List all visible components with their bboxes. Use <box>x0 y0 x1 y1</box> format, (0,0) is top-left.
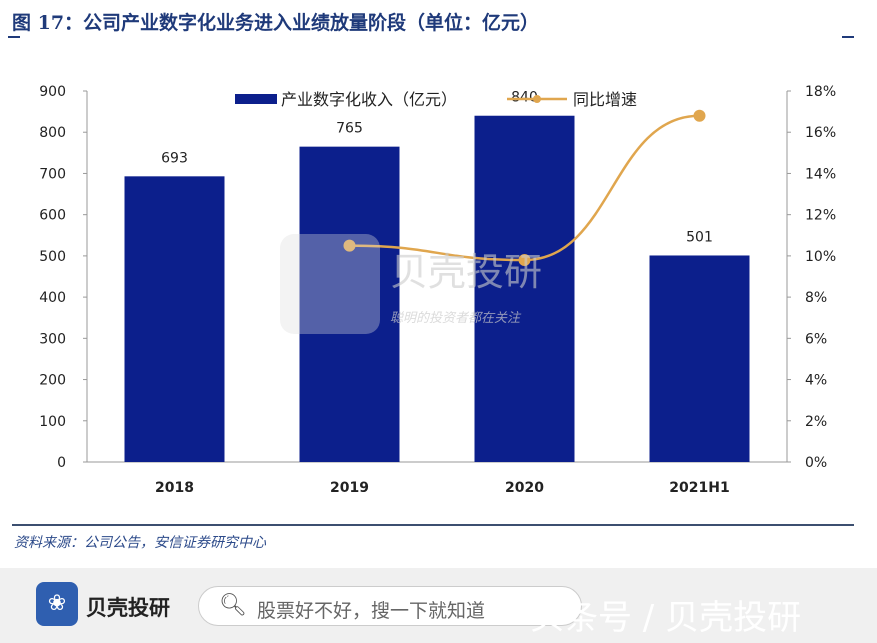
watermark-overlay: 头条号 / 贝壳投研 <box>530 598 802 638</box>
y-tick-label: 400 <box>39 290 66 306</box>
y-tick-label: 0 <box>57 455 66 471</box>
source-note: 资料来源：公司公告，安信证券研究中心 <box>14 535 266 551</box>
growth-line <box>349 114 700 262</box>
data-label: 765 <box>336 121 363 137</box>
data-label: 501 <box>686 229 713 245</box>
logo-icon[interactable]: ❀ <box>36 582 78 626</box>
data-label: 840 <box>511 90 538 106</box>
bar <box>124 176 225 462</box>
legend-swatch-point <box>533 95 541 103</box>
watermark-slogan: 聪明的投资者都在关注 <box>390 311 522 326</box>
y2-tick-label: 16% <box>805 125 836 141</box>
watermark-logo <box>280 234 380 334</box>
bar <box>474 115 575 462</box>
x-tick-label: 2021H1 <box>669 480 729 496</box>
y2-tick-label: 10% <box>805 249 836 265</box>
brand-name: 贝壳投研 <box>86 596 170 620</box>
y-tick-label: 300 <box>39 331 66 347</box>
y-tick-label: 900 <box>39 84 66 100</box>
y2-tick-label: 2% <box>805 414 827 430</box>
growth-point <box>343 239 356 252</box>
y2-tick-label: 8% <box>805 290 827 306</box>
y-tick-label: 800 <box>39 125 66 141</box>
bar <box>649 255 750 462</box>
y2-tick-label: 6% <box>805 331 827 347</box>
x-tick-label: 2020 <box>505 480 544 496</box>
y2-tick-label: 14% <box>805 166 836 182</box>
data-label: 693 <box>161 150 188 166</box>
y-tick-label: 500 <box>39 249 66 265</box>
legend-swatch-bar <box>235 94 277 104</box>
search-input[interactable]: 🔍︎ 股票好不好，搜一下就知道 <box>198 586 582 626</box>
x-tick-label: 2019 <box>330 480 369 496</box>
chart-title: 图 17：公司产业数字化业务进入业绩放量阶段（单位：亿元） <box>12 12 540 34</box>
watermark-brand: 贝壳投研 <box>390 250 542 294</box>
y2-tick-label: 0% <box>805 455 827 471</box>
search-icon: 🔍︎ <box>219 593 247 618</box>
y-tick-label: 600 <box>39 208 66 224</box>
y2-tick-label: 4% <box>805 373 827 389</box>
divider <box>8 36 20 38</box>
growth-point <box>518 254 531 267</box>
legend-label-bar: 产业数字化收入（亿元） <box>281 90 457 109</box>
y2-tick-label: 18% <box>805 84 836 100</box>
divider <box>12 524 854 526</box>
legend-label-line: 同比增速 <box>573 90 637 109</box>
chart: 0 100 200 300 400 500 600 700 800 900 0% 2% 4% 6% 8% 10… <box>39 84 836 496</box>
growth-point <box>693 109 706 122</box>
bar <box>299 146 400 462</box>
y-tick-label: 200 <box>39 373 66 389</box>
divider <box>842 36 854 38</box>
y-tick-label: 700 <box>39 166 66 182</box>
y2-tick-label: 12% <box>805 208 836 224</box>
y-tick-label: 100 <box>39 414 66 430</box>
search-placeholder: 股票好不好，搜一下就知道 <box>257 600 486 622</box>
x-tick-label: 2018 <box>155 480 194 496</box>
